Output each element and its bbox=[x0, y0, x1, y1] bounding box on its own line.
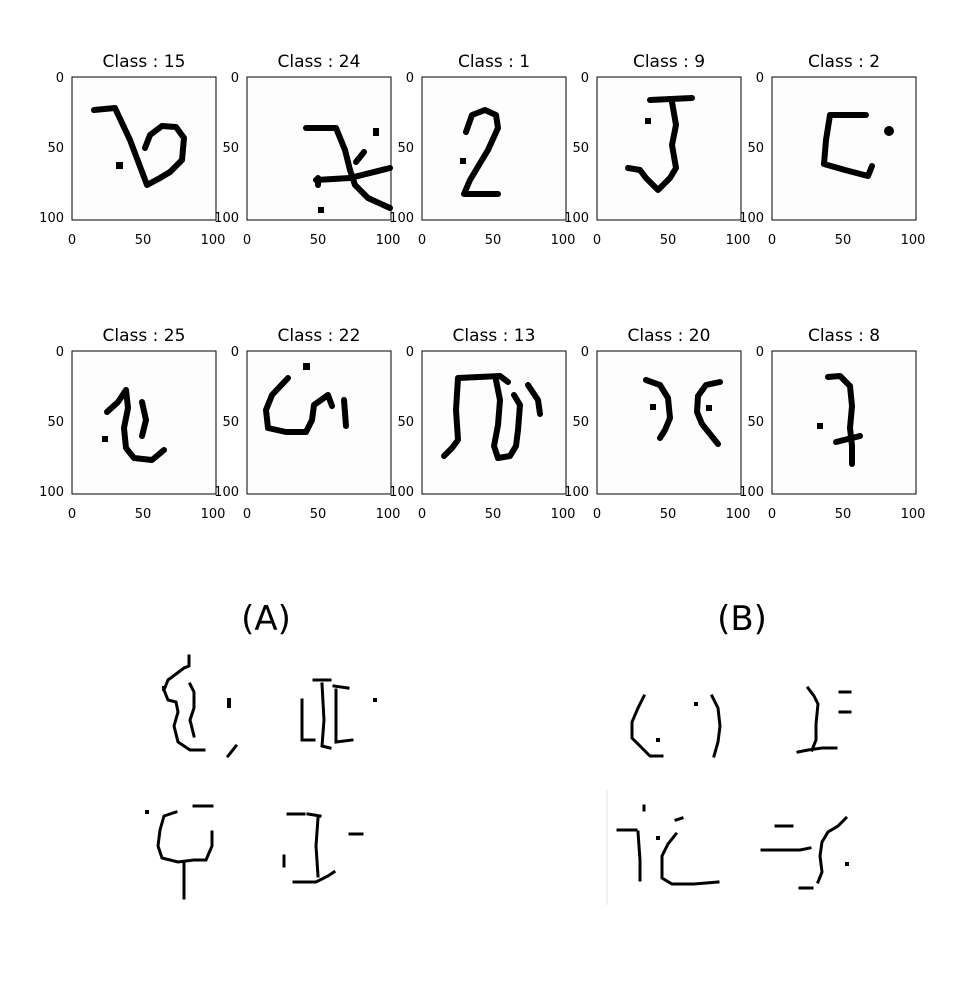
x-tick: 0 bbox=[418, 233, 426, 248]
y-tick: 100 bbox=[214, 485, 239, 500]
x-tick: 100 bbox=[901, 233, 926, 248]
panel-title: Class : 22 bbox=[278, 326, 361, 346]
y-tick: 100 bbox=[214, 211, 239, 226]
x-tick: 50 bbox=[135, 233, 152, 248]
x-tick: 100 bbox=[201, 507, 226, 522]
y-tick: 50 bbox=[572, 141, 589, 156]
y-tick: 50 bbox=[222, 141, 239, 156]
y-tick: 0 bbox=[406, 345, 414, 360]
x-tick: 0 bbox=[593, 507, 601, 522]
x-tick: 0 bbox=[418, 507, 426, 522]
label-a: (A) bbox=[241, 599, 291, 639]
y-tick: 0 bbox=[231, 345, 239, 360]
x-tick: 0 bbox=[68, 233, 76, 248]
x-tick: 0 bbox=[68, 507, 76, 522]
y-tick: 0 bbox=[56, 71, 64, 86]
panel-class-25: Class : 25 0 50 100 0 50 100 bbox=[39, 326, 225, 522]
x-tick: 100 bbox=[376, 233, 401, 248]
x-tick: 100 bbox=[551, 507, 576, 522]
glyph-b1 bbox=[630, 693, 722, 758]
y-tick: 100 bbox=[39, 485, 64, 500]
panel-title: Class : 20 bbox=[628, 326, 711, 346]
panel-class-22: Class : 22 0 50 100 0 50 100 bbox=[214, 326, 400, 522]
y-tick: 100 bbox=[739, 211, 764, 226]
group-a-glyphs bbox=[145, 654, 377, 900]
y-tick: 50 bbox=[572, 415, 589, 430]
panel-class-15: Class : 15 0 50 100 0 50 100 bbox=[39, 52, 225, 248]
y-tick: 50 bbox=[397, 415, 414, 430]
x-tick: 100 bbox=[551, 233, 576, 248]
panel-title: Class : 24 bbox=[278, 52, 361, 72]
x-tick: 0 bbox=[768, 507, 776, 522]
panel-class-8: Class : 8 0 50 100 0 50 100 bbox=[739, 326, 925, 522]
x-tick: 100 bbox=[901, 507, 926, 522]
glyph-b4 bbox=[760, 815, 849, 890]
y-tick: 100 bbox=[389, 211, 414, 226]
y-tick: 0 bbox=[406, 71, 414, 86]
panel-class-13: Class : 13 0 50 100 0 50 100 bbox=[389, 326, 575, 522]
y-tick: 0 bbox=[231, 71, 239, 86]
panel-class-20: Class : 20 0 50 100 0 50 100 bbox=[564, 326, 750, 522]
x-tick: 50 bbox=[135, 507, 152, 522]
x-tick: 50 bbox=[835, 507, 852, 522]
panel-title: Class : 2 bbox=[808, 52, 880, 72]
panel-title: Class : 8 bbox=[808, 326, 880, 346]
x-tick: 100 bbox=[376, 507, 401, 522]
y-tick: 0 bbox=[756, 71, 764, 86]
y-tick: 0 bbox=[581, 71, 589, 86]
y-tick: 0 bbox=[581, 345, 589, 360]
panel-title: Class : 15 bbox=[103, 52, 186, 72]
x-tick: 50 bbox=[660, 233, 677, 248]
y-tick: 100 bbox=[389, 485, 414, 500]
y-tick: 0 bbox=[56, 345, 64, 360]
panel-title: Class : 1 bbox=[458, 52, 530, 72]
y-tick: 0 bbox=[756, 345, 764, 360]
y-tick: 50 bbox=[747, 141, 764, 156]
glyph-b2 bbox=[796, 685, 852, 754]
y-tick: 100 bbox=[564, 485, 589, 500]
x-tick: 0 bbox=[768, 233, 776, 248]
y-tick: 50 bbox=[222, 415, 239, 430]
x-tick: 100 bbox=[726, 507, 751, 522]
y-tick: 50 bbox=[397, 141, 414, 156]
x-tick: 0 bbox=[593, 233, 601, 248]
panel-title: Class : 25 bbox=[103, 326, 186, 346]
panel-title: Class : 9 bbox=[633, 52, 705, 72]
x-tick: 50 bbox=[485, 507, 502, 522]
panel-class-24: Class : 24 0 50 100 0 50 100 bbox=[214, 52, 400, 248]
x-tick: 100 bbox=[726, 233, 751, 248]
y-tick: 100 bbox=[564, 211, 589, 226]
panel-title: Class : 13 bbox=[453, 326, 536, 346]
x-tick: 50 bbox=[485, 233, 502, 248]
y-tick: 50 bbox=[47, 415, 64, 430]
x-tick: 100 bbox=[201, 233, 226, 248]
glyph-a4 bbox=[282, 812, 364, 884]
panel-class-9: Class : 9 0 50 100 0 50 100 bbox=[564, 52, 750, 248]
y-tick: 100 bbox=[739, 485, 764, 500]
x-tick: 50 bbox=[835, 233, 852, 248]
x-tick: 50 bbox=[310, 233, 327, 248]
label-b: (B) bbox=[717, 599, 767, 639]
x-tick: 0 bbox=[243, 233, 251, 248]
glyph-b3 bbox=[616, 804, 720, 886]
y-tick: 100 bbox=[39, 211, 64, 226]
glyph-a3 bbox=[145, 804, 214, 900]
group-b-glyphs bbox=[616, 685, 852, 890]
x-tick: 50 bbox=[660, 507, 677, 522]
y-tick: 50 bbox=[47, 141, 64, 156]
glyph-a2 bbox=[300, 678, 377, 750]
glyph-a1 bbox=[162, 654, 239, 759]
panel-class-1: Class : 1 0 50 100 0 50 100 bbox=[389, 52, 575, 248]
x-tick: 50 bbox=[310, 507, 327, 522]
panel-class-2: Class : 2 0 50 100 0 50 100 bbox=[739, 52, 925, 248]
y-tick: 50 bbox=[747, 415, 764, 430]
x-tick: 0 bbox=[243, 507, 251, 522]
